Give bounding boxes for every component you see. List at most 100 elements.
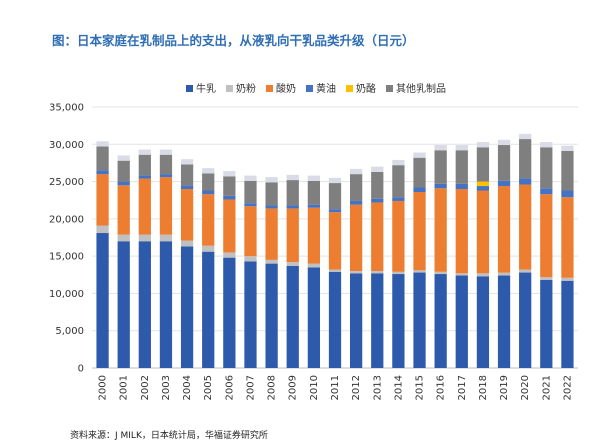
chart-title: 图：日本家庭在乳制品上的支出，从液乳向干乳品类升级（日元） <box>52 33 415 48</box>
bar-segment <box>497 145 511 181</box>
bar-segment <box>159 149 173 155</box>
bar-segment <box>392 274 405 368</box>
bar-segment <box>476 181 490 187</box>
bar-segment <box>413 270 426 273</box>
bar-segment <box>540 277 553 281</box>
bar-segment <box>223 176 236 196</box>
bar-segment <box>328 177 342 184</box>
bar-segment <box>540 280 553 368</box>
x-tick-label: 2006 <box>224 375 235 400</box>
bar-segment <box>265 205 278 209</box>
bar-segment <box>244 180 257 204</box>
bar-segment <box>476 276 490 368</box>
bar-segment <box>455 145 468 151</box>
x-tick-label: 2018 <box>478 375 489 400</box>
legend-label: 酸奶 <box>276 82 296 95</box>
y-tick-label: 30,000 <box>49 140 84 151</box>
x-tick-label: 2003 <box>161 375 172 400</box>
legend-label: 黄油 <box>316 82 336 95</box>
bar-segment <box>138 175 151 179</box>
bar-segment <box>519 139 532 179</box>
bar-segment <box>328 183 342 210</box>
x-axis: 2000 2001 2002 2003 2004 2005 2006 2007 2008 2009… <box>98 375 574 400</box>
bar-segment <box>286 180 299 206</box>
bar-segment <box>117 181 130 186</box>
bar-segment <box>244 261 257 368</box>
bar-segment <box>202 251 215 368</box>
bar-segment <box>265 182 278 206</box>
x-tick-label: 2017 <box>457 375 468 400</box>
bar-segment <box>202 245 215 252</box>
bar-segment <box>413 187 426 193</box>
bar-segment <box>307 204 320 208</box>
x-tick-label: 2020 <box>520 375 531 400</box>
bar-segment <box>413 152 426 158</box>
bar-segment <box>497 180 511 187</box>
bar-segment <box>244 256 257 262</box>
bar-segment <box>350 273 363 368</box>
x-tick-label: 2010 <box>309 375 320 400</box>
bar-segment <box>392 165 405 198</box>
bar-segment <box>497 139 511 146</box>
bar-segment <box>307 180 320 205</box>
bar-segment <box>476 273 490 277</box>
bar-segment <box>96 170 109 175</box>
bar-segment <box>561 277 574 281</box>
bar-segment <box>159 174 173 178</box>
bar-segment <box>96 233 109 368</box>
x-tick-label: 2005 <box>203 375 214 400</box>
bar-segment <box>519 178 532 185</box>
x-tick-label: 2008 <box>267 375 278 400</box>
y-tick-label: 0 <box>78 364 84 375</box>
bar-segment <box>392 271 405 275</box>
bar-segment <box>202 190 215 195</box>
x-tick-label: 2001 <box>119 375 130 400</box>
bar-segment <box>117 160 130 182</box>
bar-segment <box>455 275 468 368</box>
bar-segment <box>244 206 257 257</box>
bar-segment <box>519 269 532 273</box>
bar-segment <box>180 185 194 190</box>
bar-segment <box>96 225 109 234</box>
bar-segment <box>159 177 173 235</box>
bar-segment <box>371 271 384 274</box>
bar-segment <box>138 178 151 235</box>
bar-segment <box>307 207 320 264</box>
bar-segment <box>434 145 447 151</box>
bar-segment <box>286 262 299 266</box>
bar-segment <box>413 192 426 271</box>
bar-segment <box>286 208 299 263</box>
bar-segment <box>265 259 278 264</box>
legend-swatch <box>386 85 393 92</box>
bar-segment <box>561 145 574 151</box>
bar-segment <box>223 195 236 200</box>
legend-label: 奶粉 <box>236 82 256 95</box>
bar-segment <box>223 171 236 177</box>
bar-segment <box>519 133 532 140</box>
source-note: 资料来源：J MILK，日本统计局，华福证券研究所 <box>70 431 268 441</box>
bar-segment <box>519 184 532 270</box>
y-tick-label: 5,000 <box>55 326 84 337</box>
bar-segment <box>138 149 151 155</box>
x-tick-label: 2015 <box>415 375 426 400</box>
x-tick-label: 2013 <box>372 375 383 400</box>
bar-segment <box>350 204 363 272</box>
bar-segment <box>265 177 278 183</box>
bar-segment <box>180 240 194 247</box>
bar-segment <box>434 150 447 184</box>
bar-segment <box>180 159 194 165</box>
bar-segment <box>371 166 384 172</box>
bar-segment <box>413 157 426 188</box>
bar-segment <box>96 141 109 147</box>
bar-segment <box>540 142 553 148</box>
bar-segment <box>497 272 511 276</box>
bar-segment <box>265 263 278 368</box>
x-tick-label: 2014 <box>393 375 404 400</box>
y-tick-label: 20,000 <box>49 214 84 225</box>
bar-segment <box>265 208 278 260</box>
bar-segment <box>117 155 130 161</box>
x-tick-label: 2019 <box>499 375 510 400</box>
bar-segment <box>350 200 363 205</box>
bar-segment <box>434 274 447 368</box>
